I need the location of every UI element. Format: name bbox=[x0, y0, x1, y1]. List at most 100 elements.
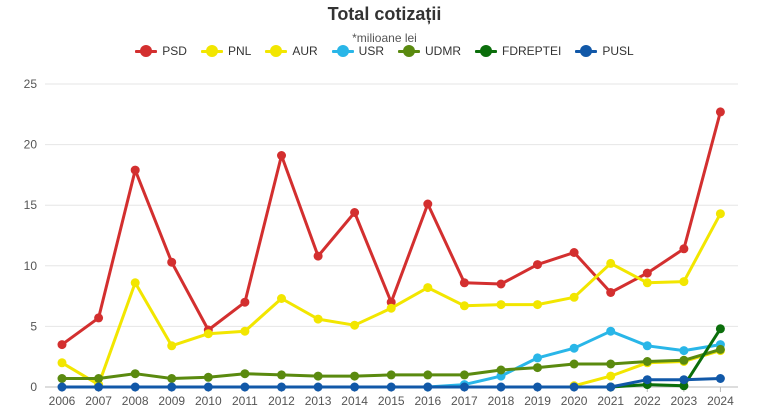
legend-item-fdreptei[interactable]: FDREPTEI bbox=[475, 44, 561, 58]
data-point-psd[interactable] bbox=[277, 151, 286, 160]
data-point-pnl[interactable] bbox=[203, 329, 213, 339]
legend-label: USR bbox=[358, 44, 384, 58]
data-point-pusl[interactable] bbox=[130, 382, 140, 392]
data-point-pnl[interactable] bbox=[277, 294, 286, 303]
data-point-udmr[interactable] bbox=[533, 363, 542, 373]
x-tick-label: 2018 bbox=[488, 394, 515, 408]
data-point-pusl[interactable] bbox=[642, 375, 652, 385]
data-point-pusl[interactable] bbox=[569, 382, 579, 392]
data-point-psd[interactable] bbox=[715, 107, 725, 117]
data-point-psd[interactable] bbox=[313, 251, 323, 261]
data-point-pnl[interactable] bbox=[459, 301, 469, 311]
data-point-udmr[interactable] bbox=[240, 369, 250, 379]
data-point-psd[interactable] bbox=[94, 313, 104, 323]
data-point-psd[interactable] bbox=[130, 165, 140, 175]
data-point-udmr[interactable] bbox=[277, 370, 286, 380]
data-point-pnl[interactable] bbox=[57, 358, 67, 368]
x-tick-label: 2011 bbox=[232, 394, 258, 408]
data-point-udmr[interactable] bbox=[57, 374, 67, 383]
data-point-psd[interactable] bbox=[642, 268, 652, 278]
legend-item-psd[interactable]: PSD bbox=[135, 44, 187, 58]
data-point-pnl[interactable] bbox=[569, 292, 579, 302]
x-tick-label: 2016 bbox=[414, 394, 441, 408]
data-point-usr[interactable] bbox=[679, 346, 689, 356]
data-point-pnl[interactable] bbox=[642, 278, 652, 288]
data-point-pusl[interactable] bbox=[57, 382, 67, 392]
data-point-psd[interactable] bbox=[606, 288, 616, 297]
data-point-psd[interactable] bbox=[569, 248, 579, 257]
data-point-psd[interactable] bbox=[167, 257, 177, 267]
data-point-usr[interactable] bbox=[606, 326, 616, 336]
data-point-udmr[interactable] bbox=[496, 365, 506, 375]
data-point-psd[interactable] bbox=[240, 297, 250, 307]
data-point-udmr[interactable] bbox=[423, 370, 433, 380]
data-point-pusl[interactable] bbox=[167, 382, 177, 392]
data-point-pusl[interactable] bbox=[459, 382, 469, 392]
data-point-psd[interactable] bbox=[423, 199, 433, 209]
data-point-udmr[interactable] bbox=[350, 371, 360, 381]
data-point-pnl[interactable] bbox=[423, 283, 433, 293]
legend-item-pusl[interactable]: PUSL bbox=[575, 44, 634, 58]
series-pusl bbox=[57, 374, 725, 392]
data-point-pnl[interactable] bbox=[240, 326, 250, 336]
data-point-pusl[interactable] bbox=[94, 382, 104, 392]
data-point-usr[interactable] bbox=[642, 341, 652, 351]
data-point-udmr[interactable] bbox=[386, 370, 396, 380]
data-point-udmr[interactable] bbox=[569, 359, 579, 369]
data-point-pusl[interactable] bbox=[386, 382, 396, 392]
data-point-udmr[interactable] bbox=[679, 355, 689, 365]
data-point-psd[interactable] bbox=[459, 278, 469, 288]
data-point-udmr[interactable] bbox=[459, 370, 469, 380]
data-point-pusl[interactable] bbox=[203, 382, 213, 392]
data-point-pusl[interactable] bbox=[533, 382, 542, 392]
x-tick-label: 2012 bbox=[268, 394, 295, 408]
legend-item-udmr[interactable]: UDMR bbox=[398, 44, 461, 58]
data-point-psd[interactable] bbox=[350, 208, 360, 217]
data-point-pnl[interactable] bbox=[167, 341, 177, 351]
data-point-fdreptei[interactable] bbox=[715, 324, 725, 334]
data-point-psd[interactable] bbox=[533, 260, 542, 270]
data-point-pusl[interactable] bbox=[606, 382, 616, 392]
data-point-pusl[interactable] bbox=[313, 382, 323, 392]
legend-item-pnl[interactable]: PNL bbox=[200, 44, 251, 58]
data-point-pusl[interactable] bbox=[496, 382, 506, 392]
data-point-usr[interactable] bbox=[569, 343, 579, 353]
data-point-pnl[interactable] bbox=[130, 278, 140, 288]
legend-label: AUR bbox=[292, 44, 318, 58]
data-point-udmr[interactable] bbox=[642, 357, 652, 366]
data-point-psd[interactable] bbox=[496, 279, 506, 289]
data-point-pnl[interactable] bbox=[496, 300, 506, 310]
data-point-psd[interactable] bbox=[679, 244, 689, 254]
x-tick-label: 2017 bbox=[451, 394, 478, 408]
data-point-pnl[interactable] bbox=[679, 277, 689, 287]
data-point-udmr[interactable] bbox=[130, 369, 140, 379]
data-point-pusl[interactable] bbox=[679, 375, 689, 385]
data-point-pusl[interactable] bbox=[240, 382, 250, 392]
legend-item-aur[interactable]: AUR bbox=[265, 44, 318, 58]
data-point-pusl[interactable] bbox=[277, 382, 286, 392]
data-point-pnl[interactable] bbox=[350, 320, 360, 330]
data-point-udmr[interactable] bbox=[203, 372, 213, 382]
data-point-udmr[interactable] bbox=[715, 344, 725, 354]
data-point-pnl[interactable] bbox=[533, 300, 542, 310]
y-tick-label: 10 bbox=[24, 259, 38, 273]
data-point-pnl[interactable] bbox=[715, 209, 725, 219]
data-point-udmr[interactable] bbox=[167, 374, 177, 383]
data-point-pnl[interactable] bbox=[606, 258, 616, 268]
data-point-pusl[interactable] bbox=[423, 382, 433, 392]
data-point-pusl[interactable] bbox=[350, 382, 360, 392]
data-point-pusl[interactable] bbox=[715, 374, 725, 383]
data-point-udmr[interactable] bbox=[94, 374, 104, 383]
data-point-udmr[interactable] bbox=[313, 371, 323, 381]
x-tick-label: 2006 bbox=[49, 394, 76, 408]
data-point-usr[interactable] bbox=[533, 353, 542, 363]
data-point-pnl[interactable] bbox=[313, 314, 323, 324]
data-point-pnl[interactable] bbox=[386, 303, 396, 313]
series-fdreptei bbox=[606, 324, 725, 392]
legend-swatch-icon bbox=[200, 45, 223, 57]
data-point-psd[interactable] bbox=[57, 340, 67, 350]
legend-item-usr[interactable]: USR bbox=[331, 44, 384, 58]
data-point-udmr[interactable] bbox=[606, 359, 616, 369]
data-point-aur[interactable] bbox=[606, 371, 616, 381]
